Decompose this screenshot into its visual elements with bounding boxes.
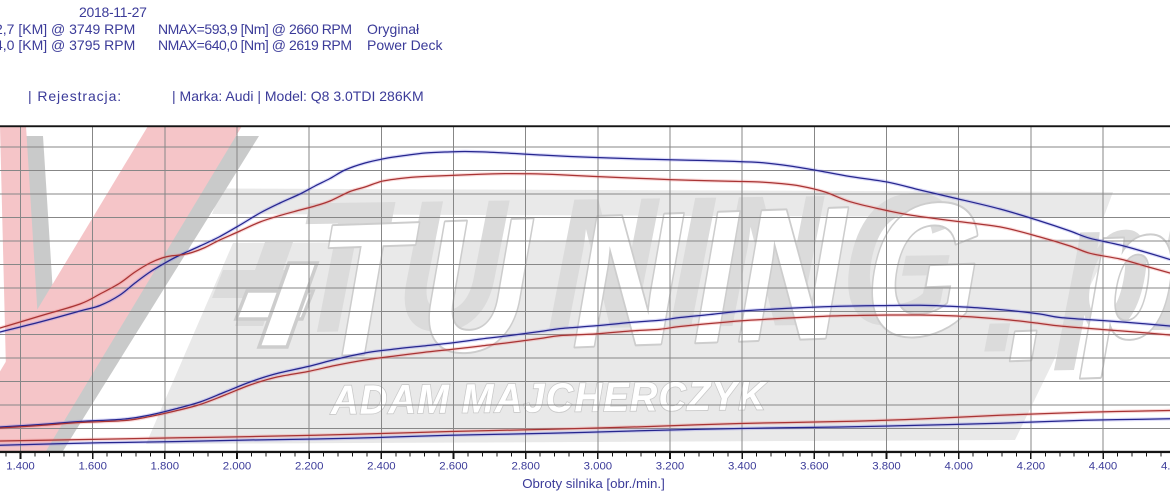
svg-text:2.400: 2.400 bbox=[367, 461, 396, 473]
svg-text:ADAM MAJCHERCZYK: ADAM MAJCHERCZYK bbox=[330, 372, 770, 423]
svg-text:4.600: 4.600 bbox=[1161, 461, 1170, 473]
svg-text:3.800: 3.800 bbox=[872, 461, 901, 473]
svg-text:2.200: 2.200 bbox=[295, 461, 324, 473]
svg-text:4.000: 4.000 bbox=[944, 461, 973, 473]
svg-text:1.800: 1.800 bbox=[151, 461, 180, 473]
svg-text:3.400: 3.400 bbox=[728, 461, 757, 473]
svg-text:Obroty silnika [obr./min.]: Obroty silnika [obr./min.] bbox=[522, 476, 665, 491]
svg-text:4.400: 4.400 bbox=[1089, 461, 1118, 473]
svg-text:3.600: 3.600 bbox=[800, 461, 829, 473]
svg-text:4.200: 4.200 bbox=[1017, 461, 1046, 473]
svg-text:2.600: 2.600 bbox=[439, 461, 468, 473]
svg-text:3.000: 3.000 bbox=[584, 461, 613, 473]
svg-text:1.600: 1.600 bbox=[78, 461, 107, 473]
svg-text:1.400: 1.400 bbox=[6, 461, 35, 473]
svg-text:2.800: 2.800 bbox=[511, 461, 540, 473]
svg-text:3.200: 3.200 bbox=[656, 461, 685, 473]
svg-text:2.000: 2.000 bbox=[223, 461, 252, 473]
